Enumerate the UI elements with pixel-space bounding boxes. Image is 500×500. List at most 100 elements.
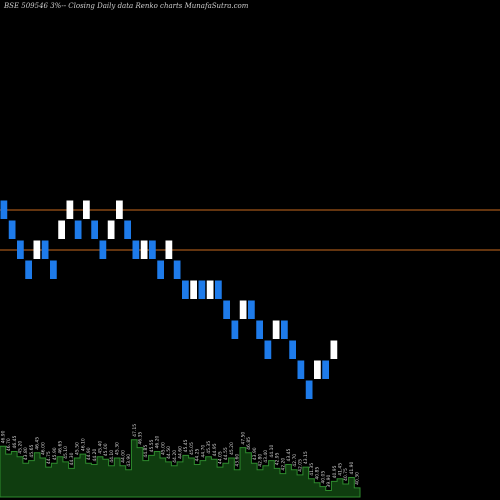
volume-label-8: 46.00: [40, 442, 46, 455]
volume-label-63: 40.30: [355, 472, 361, 485]
volume-label-34: 45.05: [189, 442, 195, 455]
renko-brick-19: [149, 240, 156, 259]
chart-title: BSE 509546 3%-- Closing Daily data Renko…: [4, 2, 249, 10]
volume-label-53: 42.05: [298, 459, 304, 472]
volume-label-14: 45.50: [75, 442, 81, 455]
renko-brick-17: [132, 240, 140, 259]
volume-label-10: 45.90: [52, 447, 58, 460]
renko-brick-39: [314, 360, 321, 379]
renko-brick-41: [330, 340, 338, 359]
volume-label-54: 43.15: [303, 451, 309, 464]
renko-brick-1: [0, 200, 8, 219]
volume-label-51: 43.45: [286, 449, 292, 462]
volume-label-19: 45.00: [103, 443, 109, 456]
volume-label-1: 46.90: [0, 430, 6, 443]
renko-brick-35: [281, 320, 288, 339]
volume-label-39: 44.05: [218, 451, 224, 464]
renko-brick-21: [165, 240, 173, 259]
volume-label-2: 46.70: [6, 438, 12, 451]
renko-brick-40: [322, 360, 329, 379]
volume-label-40: 44.55: [223, 447, 229, 460]
renko-brick-22: [173, 260, 181, 279]
volume-label-6: 45.65: [29, 445, 35, 458]
renko-brick-23: [182, 280, 189, 299]
renko-brick-20: [157, 260, 164, 279]
volume-label-44: 46.85: [246, 437, 252, 450]
volume-label-25: 46.35: [138, 432, 144, 445]
volume-label-3: 46.45: [12, 435, 18, 448]
renko-brick-5: [33, 240, 41, 259]
volume-label-38: 44.95: [212, 443, 218, 456]
volume-label-18: 45.40: [98, 441, 104, 454]
volume-label-7: 46.45: [35, 437, 41, 450]
renko-brick-4: [25, 260, 32, 279]
volume-label-13: 44.30: [69, 452, 75, 465]
volume-label-23: 43.90: [126, 454, 132, 467]
volume-label-36: 44.70: [200, 445, 206, 458]
renko-brick-34: [272, 320, 280, 339]
volume-label-21: 45.30: [115, 442, 121, 455]
volume-label-30: 44.50: [166, 446, 172, 459]
volume-label-37: 45.35: [206, 441, 212, 454]
renko-brick-10: [74, 220, 82, 239]
renko-brick-9: [66, 200, 74, 219]
volume-label-60: 41.45: [338, 463, 344, 476]
volume-label-48: 44.10: [269, 445, 275, 458]
renko-brick-2: [8, 220, 16, 239]
volume-label-61: 40.75: [343, 468, 349, 481]
renko-brick-12: [91, 220, 98, 239]
volume-label-26: 44.85: [143, 445, 149, 458]
renko-brick-36: [289, 340, 296, 359]
renko-brick-16: [124, 220, 131, 239]
renko-brick-8: [58, 220, 65, 239]
volume-label-50: 42.20: [280, 458, 286, 471]
volume-label-27: 45.55: [149, 439, 155, 452]
volume-label-33: 45.45: [183, 439, 189, 452]
volume-label-46: 42.80: [258, 454, 264, 467]
volume-label-41: 45.20: [229, 442, 235, 455]
volume-label-35: 44.25: [195, 448, 201, 461]
renko-brick-31: [248, 300, 255, 319]
volume-label-17: 44.20: [92, 448, 98, 461]
renko-brick-37: [297, 360, 305, 379]
volume-label-24: 47.15: [132, 424, 138, 437]
volume-label-42: 43.60: [235, 454, 241, 467]
renko-brick-11: [83, 200, 90, 219]
volume-label-20: 44.10: [109, 450, 115, 463]
volume-label-22: 44.00: [120, 450, 126, 463]
volume-label-5: 43.80: [23, 447, 29, 460]
renko-bricks: [0, 200, 338, 399]
volume-label-15: 46.10: [80, 438, 86, 451]
renko-brick-6: [41, 240, 49, 259]
volume-label-52: 42.70: [292, 454, 298, 467]
volume-label-49: 42.95: [275, 452, 281, 465]
volume-label-59: 40.95: [332, 465, 338, 478]
renko-brick-29: [231, 320, 239, 339]
renko-brick-7: [50, 260, 57, 279]
volume-label-47: 43.40: [263, 450, 269, 463]
volume-label-9: 44.75: [46, 451, 52, 464]
renko-brick-25: [198, 280, 206, 299]
renko-brick-30: [239, 300, 247, 319]
volume-label-29: 45.00: [160, 442, 166, 455]
volume-label-58: 39.90: [326, 475, 332, 488]
volume-label-28: 46.20: [155, 435, 161, 448]
renko-brick-3: [17, 240, 24, 259]
renko-brick-27: [215, 280, 222, 299]
volume-label-57: 40.05: [320, 471, 326, 484]
volume-label-55: 41.35: [309, 463, 315, 476]
volume-label-31: 44.20: [172, 450, 178, 463]
volume-label-56: 40.85: [315, 467, 321, 480]
renko-brick-13: [99, 240, 107, 259]
volume-label-4: 45.20: [18, 441, 24, 454]
renko-brick-28: [223, 300, 230, 319]
volume-area: [0, 439, 361, 498]
renko-brick-18: [140, 240, 148, 259]
renko-brick-33: [264, 340, 272, 359]
volume-panel: [0, 439, 361, 498]
renko-brick-14: [107, 220, 115, 239]
volume-label-43: 47.50: [240, 432, 246, 445]
volume-label-62: 41.90: [349, 461, 355, 474]
